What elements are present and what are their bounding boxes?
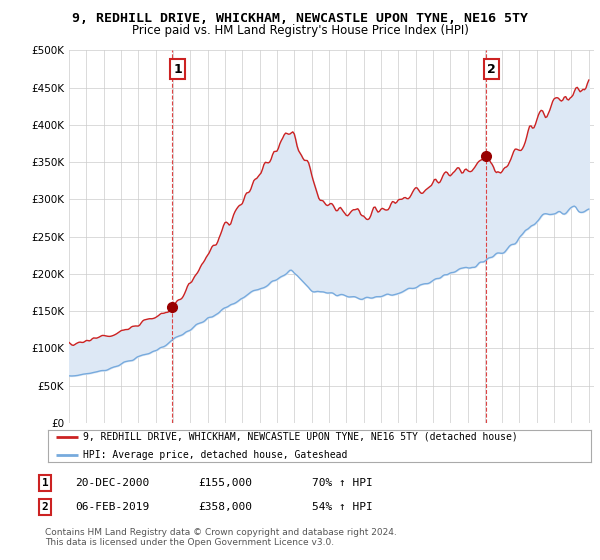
Text: Price paid vs. HM Land Registry's House Price Index (HPI): Price paid vs. HM Land Registry's House … bbox=[131, 24, 469, 36]
Text: 54% ↑ HPI: 54% ↑ HPI bbox=[312, 502, 373, 512]
Text: 70% ↑ HPI: 70% ↑ HPI bbox=[312, 478, 373, 488]
Text: £155,000: £155,000 bbox=[198, 478, 252, 488]
Text: 2: 2 bbox=[487, 63, 496, 76]
Text: HPI: Average price, detached house, Gateshead: HPI: Average price, detached house, Gate… bbox=[83, 450, 347, 460]
Text: 20-DEC-2000: 20-DEC-2000 bbox=[75, 478, 149, 488]
Text: £358,000: £358,000 bbox=[198, 502, 252, 512]
Text: 1: 1 bbox=[41, 478, 49, 488]
Text: 9, REDHILL DRIVE, WHICKHAM, NEWCASTLE UPON TYNE, NE16 5TY (detached house): 9, REDHILL DRIVE, WHICKHAM, NEWCASTLE UP… bbox=[83, 432, 518, 442]
Text: 1: 1 bbox=[173, 63, 182, 76]
Text: 06-FEB-2019: 06-FEB-2019 bbox=[75, 502, 149, 512]
Text: 9, REDHILL DRIVE, WHICKHAM, NEWCASTLE UPON TYNE, NE16 5TY: 9, REDHILL DRIVE, WHICKHAM, NEWCASTLE UP… bbox=[72, 12, 528, 25]
Text: Contains HM Land Registry data © Crown copyright and database right 2024.
This d: Contains HM Land Registry data © Crown c… bbox=[45, 528, 397, 547]
Text: 2: 2 bbox=[41, 502, 49, 512]
